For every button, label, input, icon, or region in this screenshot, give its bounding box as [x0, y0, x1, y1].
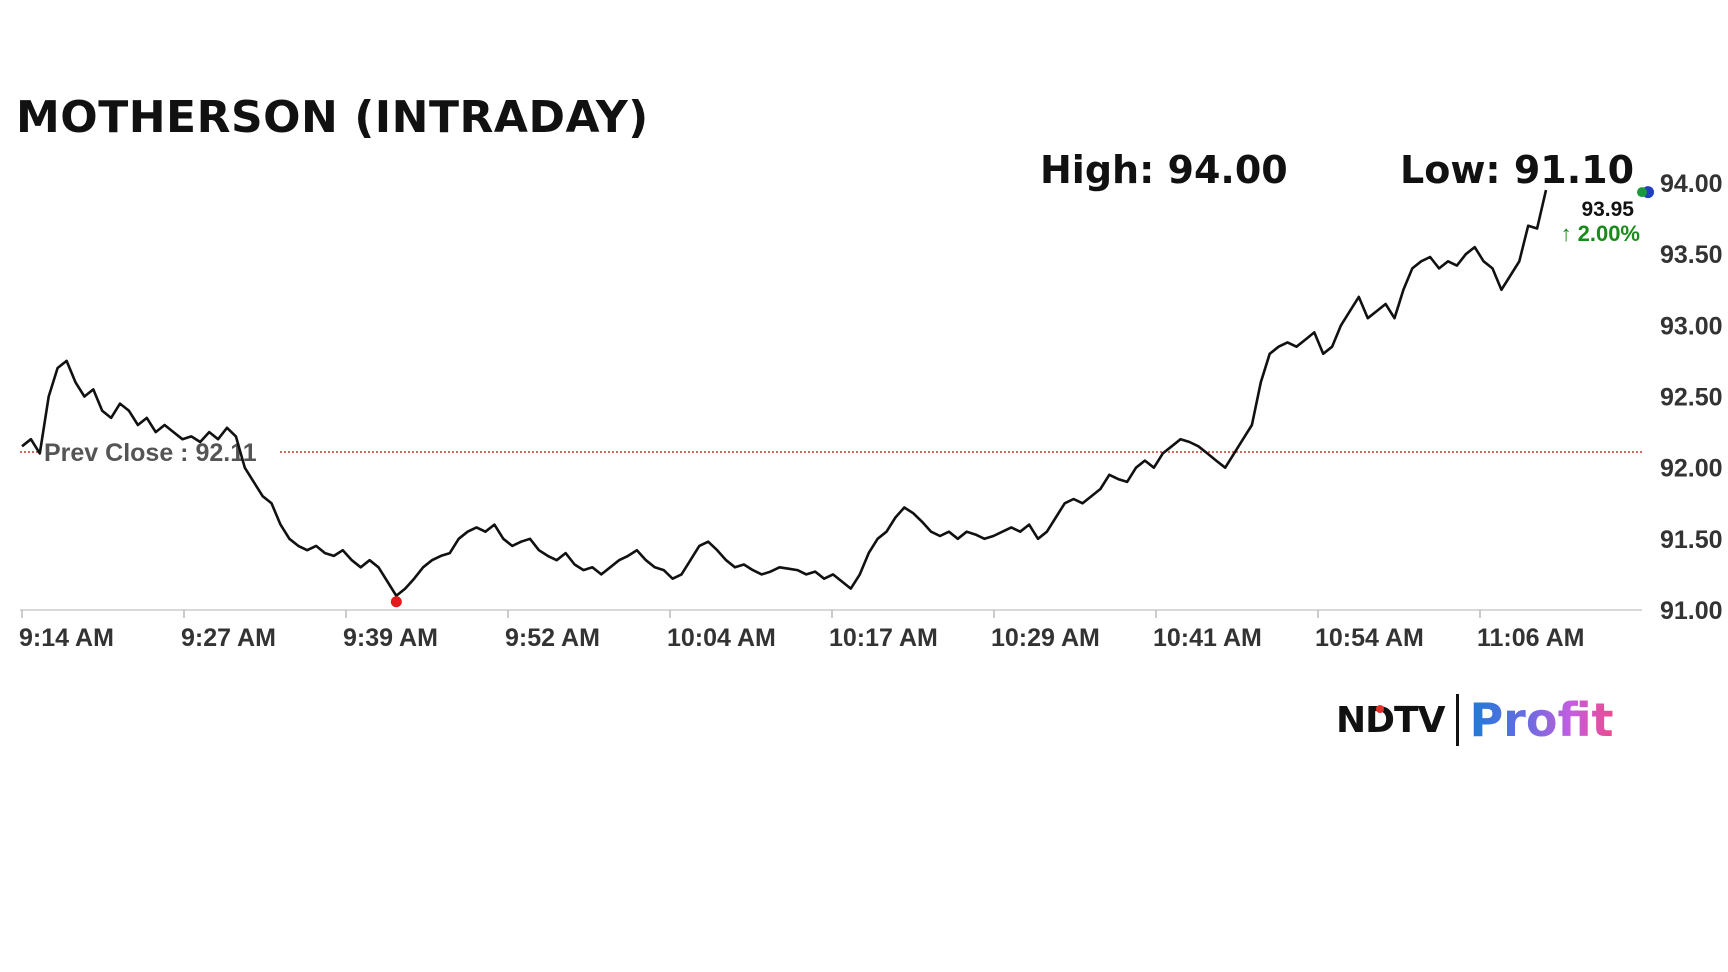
up-arrow-icon: ↑ — [1561, 221, 1572, 246]
logo-divider — [1456, 694, 1460, 746]
low-marker — [390, 596, 402, 608]
logo-dot-icon — [1376, 705, 1384, 713]
x-axis-ticks: 9:14 AM 9:27 AM 9:39 AM 9:52 AM 10:04 AM 10:1… — [19, 610, 1584, 652]
chart-title: MOTHERSON (INTRADAY) — [16, 92, 649, 143]
ndtv-profit-logo: NDTV Profit — [1336, 690, 1614, 750]
low-stat: Low: 91.10 — [1400, 148, 1635, 192]
x-tick-label: 9:39 AM — [343, 624, 438, 652]
high-stat: High: 94.00 — [1040, 148, 1288, 192]
x-tick-label: 10:41 AM — [1153, 624, 1262, 652]
x-tick-label: 10:17 AM — [829, 624, 938, 652]
x-tick-label: 11:06 AM — [1477, 624, 1584, 652]
logo-profit: Profit — [1469, 693, 1614, 747]
y-tick-label: 94.00 — [1660, 170, 1723, 198]
change-percent: 2.00% — [1578, 221, 1640, 246]
last-price-marker-inner — [1637, 187, 1647, 198]
x-tick-label: 9:27 AM — [181, 624, 276, 652]
x-tick-label: 9:52 AM — [505, 624, 600, 652]
x-tick-label: 10:04 AM — [667, 624, 776, 652]
y-tick-label: 93.00 — [1660, 312, 1723, 340]
y-tick-label: 93.50 — [1660, 241, 1723, 269]
prev-close-label: Prev Close : 92.11 — [44, 439, 257, 467]
logo-ndtv: NDTV — [1336, 699, 1445, 741]
x-tick-label: 10:29 AM — [991, 624, 1100, 652]
y-tick-label: 92.50 — [1660, 384, 1723, 412]
y-tick-label: 91.00 — [1660, 597, 1723, 625]
y-tick-label: 92.00 — [1660, 455, 1723, 483]
x-tick-label: 9:14 AM — [19, 624, 114, 652]
price-line — [21, 189, 1548, 598]
y-tick-label: 91.50 — [1660, 526, 1723, 554]
x-tick-label: 10:54 AM — [1315, 624, 1424, 652]
last-change-label: ↑ 2.00% — [1561, 221, 1640, 246]
last-price-label: 93.95 — [1581, 198, 1634, 221]
y-axis-ticks: 94.00 93.50 93.00 92.50 92.00 91.50 91.00 — [1660, 170, 1723, 625]
